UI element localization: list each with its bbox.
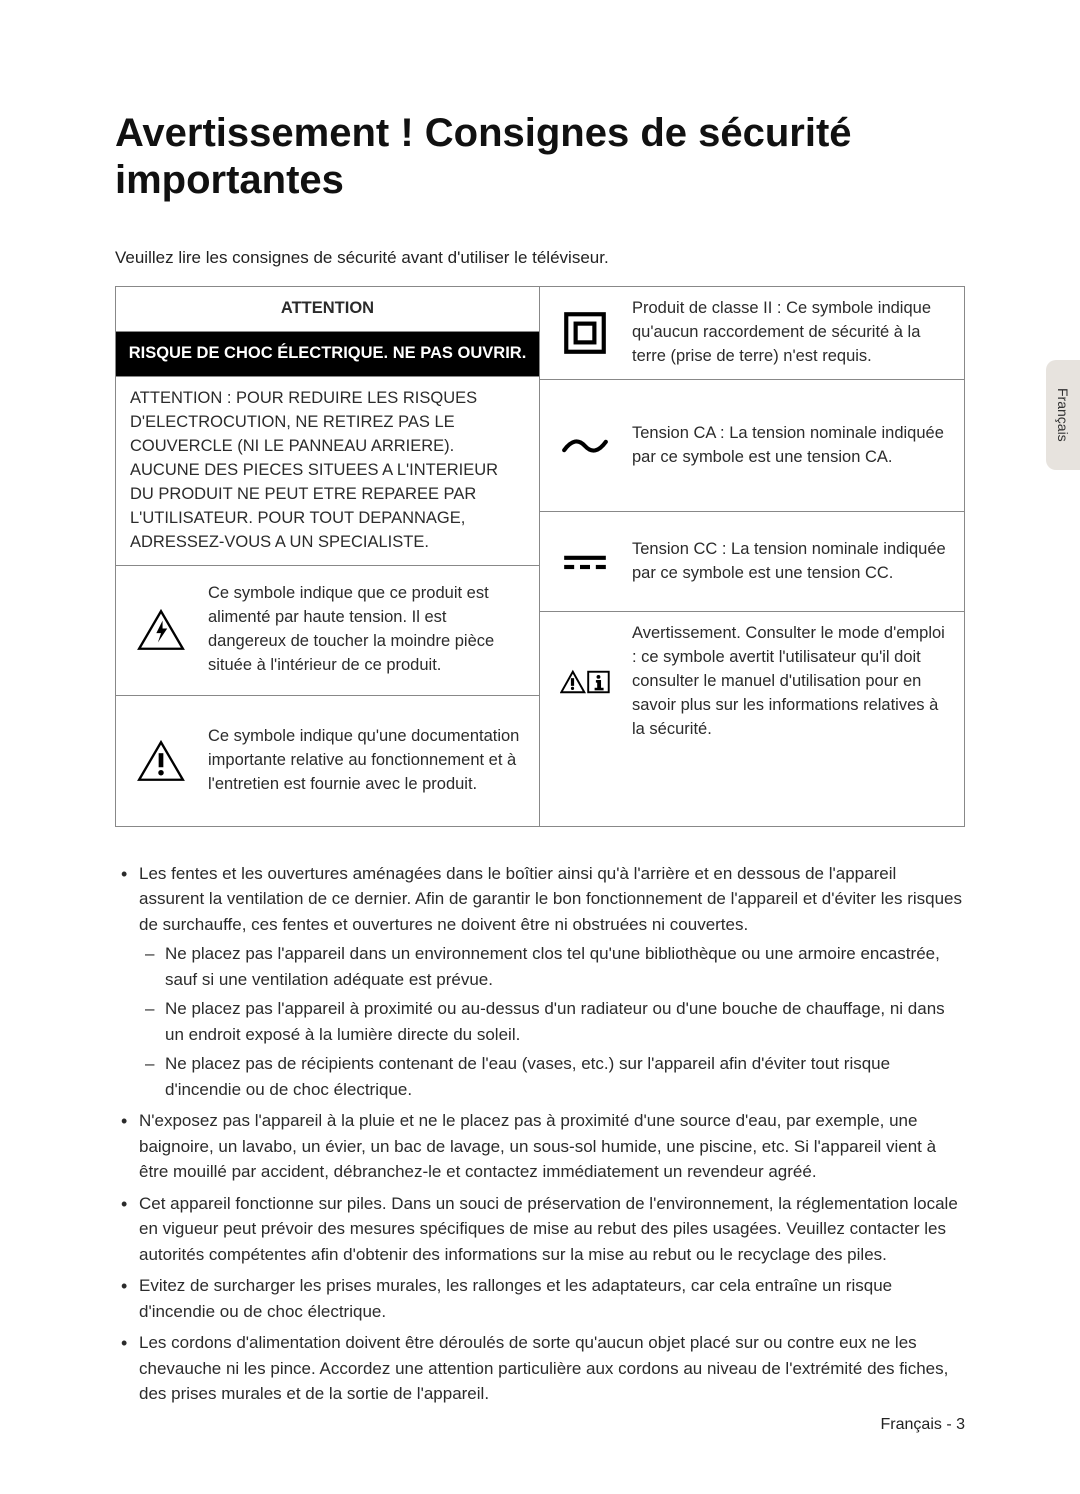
bolt-triangle-icon <box>130 605 192 655</box>
language-tab: Français <box>1046 360 1080 470</box>
intro-text: Veuillez lire les consignes de sécurité … <box>115 248 965 268</box>
exclamation-triangle-icon <box>130 736 192 786</box>
list-item: Cet appareil fonctionne sur piles. Dans … <box>115 1191 965 1268</box>
language-tab-label: Français <box>1055 388 1071 442</box>
page-title: Avertissement ! Consignes de sécurité im… <box>115 110 965 204</box>
safety-bullets: Les fentes et les ouvertures aménagées d… <box>115 861 965 1407</box>
list-item: N'exposez pas l'appareil à la pluie et n… <box>115 1108 965 1185</box>
class2-text: Produit de classe II : Ce symbole indiqu… <box>632 297 950 369</box>
dc-text: Tension CC : La tension nominale indiqué… <box>632 538 950 586</box>
warning-text-cell: ATTENTION : POUR REDUIRE LES RISQUES D'E… <box>116 377 539 565</box>
list-item: Evitez de surcharger les prises murales,… <box>115 1273 965 1324</box>
ac-text: Tension CA : La tension nominale indiqué… <box>632 422 950 470</box>
shock-risk-header: RISQUE DE CHOC ÉLECTRIQUE. NE PAS OUVRIR… <box>116 332 539 377</box>
page-footer: Français - 3 <box>881 1416 965 1434</box>
bolt-text: Ce symbole indique que ce produit est al… <box>208 582 525 678</box>
excl-row: Ce symbole indique qu'une documentation … <box>116 696 539 826</box>
dc-row: Tension CC : La tension nominale indiqué… <box>540 512 964 612</box>
list-item: Les fentes et les ouvertures aménagées d… <box>115 861 965 1103</box>
list-subitem: Ne placez pas l'appareil à proximité ou … <box>139 996 965 1047</box>
class2-icon <box>554 308 616 358</box>
manual-text: Avertissement. Consulter le mode d'emplo… <box>632 622 950 742</box>
dc-icon <box>554 537 616 587</box>
attention-header: ATTENTION <box>116 287 539 332</box>
manual-row: Avertissement. Consulter le mode d'emplo… <box>540 612 964 752</box>
manual-triangle-icon <box>554 657 616 707</box>
excl-text: Ce symbole indique qu'une documentation … <box>208 725 525 797</box>
list-subitem: Ne placez pas l'appareil dans un environ… <box>139 941 965 992</box>
ac-row: Tension CA : La tension nominale indiqué… <box>540 380 964 512</box>
ac-icon <box>554 421 616 471</box>
class2-row: Produit de classe II : Ce symbole indiqu… <box>540 287 964 380</box>
list-subitem: Ne placez pas de récipients contenant de… <box>139 1051 965 1102</box>
safety-table: ATTENTION RISQUE DE CHOC ÉLECTRIQUE. NE … <box>115 286 965 826</box>
warning-text: ATTENTION : POUR REDUIRE LES RISQUES D'E… <box>130 387 525 554</box>
bolt-row: Ce symbole indique que ce produit est al… <box>116 566 539 696</box>
list-item: Les cordons d'alimentation doivent être … <box>115 1330 965 1407</box>
